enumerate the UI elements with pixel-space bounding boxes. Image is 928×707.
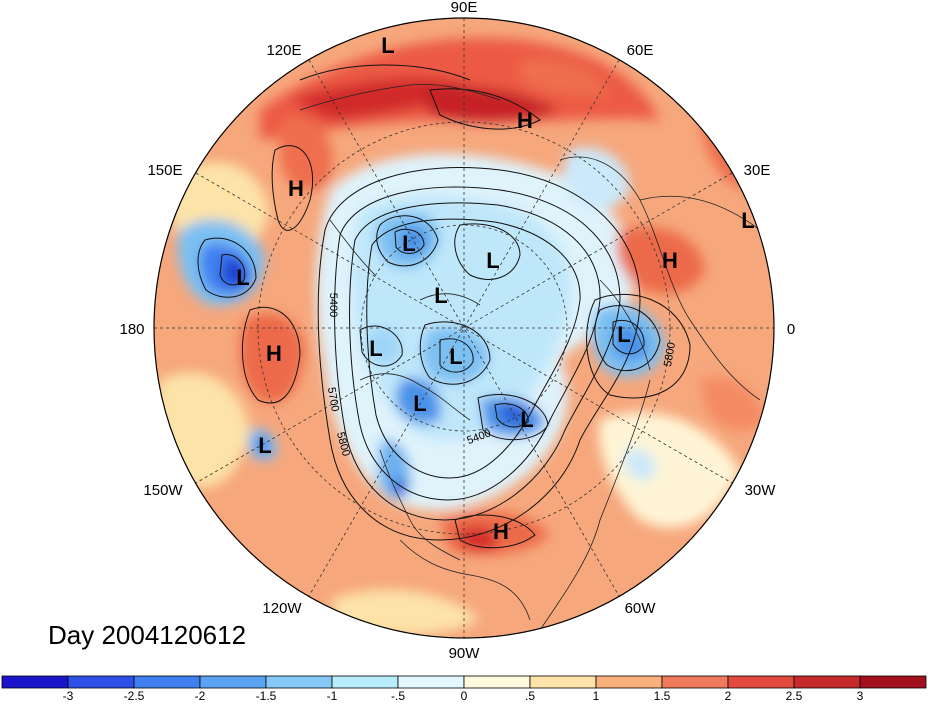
contour-label: 5400 <box>327 293 339 317</box>
colorbar: -3 -2.5 -2 -1.5 -1 -.5 0 .5 1 1.5 2 2.5 3 <box>1 675 927 703</box>
contour-label: 5800 <box>662 341 678 367</box>
pressure-centers: L H H L L L L L H L H L L L L L H <box>236 33 754 544</box>
high-center-marker: H <box>662 248 678 273</box>
colorbar-tick-label: 3 <box>857 689 864 702</box>
high-center-marker: H <box>288 176 304 201</box>
low-center-marker: L <box>486 248 499 273</box>
lon-label-150w: 150W <box>143 482 183 499</box>
height-contours <box>197 64 691 549</box>
colorbar-swatch <box>331 675 399 689</box>
colorbar-tick-label: 1.5 <box>654 689 671 702</box>
colorbar-swatch <box>859 675 927 689</box>
colorbar-tick-label: -1 <box>327 689 338 702</box>
colorbar-tick-label: -1.5 <box>256 689 277 702</box>
colorbar-tick-label: 2 <box>725 689 732 702</box>
colorbar-tick-label: 1 <box>593 689 600 702</box>
low-center-marker: L <box>741 208 754 233</box>
high-center-marker: H <box>493 519 509 544</box>
colorbar-swatch <box>133 675 201 689</box>
colorbar-tick-label: .5 <box>525 689 535 702</box>
colorbar-swatch <box>1 675 69 689</box>
low-center-marker: L <box>402 231 415 256</box>
low-center-marker: L <box>413 391 426 416</box>
lon-label-60w: 60W <box>625 600 657 617</box>
high-center-marker: H <box>266 341 282 366</box>
colorbar-tick-label: 2.5 <box>786 689 803 702</box>
high-center-marker: H <box>517 108 533 133</box>
lon-label-180: 180 <box>119 321 144 338</box>
colorbar-swatch <box>661 675 729 689</box>
low-center-marker: L <box>236 265 249 290</box>
colorbar-swatch <box>67 675 135 689</box>
low-center-marker: L <box>369 336 382 361</box>
colorbar-tick-label: -2 <box>195 689 206 702</box>
colorbar-swatch <box>463 675 531 689</box>
colorbar-tick-label: -2.5 <box>124 689 145 702</box>
lon-label-150e: 150E <box>147 162 182 179</box>
map-boundary <box>153 17 775 639</box>
colorbar-tick-label: 0 <box>461 689 468 702</box>
colorbar-swatch <box>397 675 465 689</box>
colorbar-swatch <box>199 675 267 689</box>
contour-label: 5700 <box>325 386 341 412</box>
lon-label-30w: 30W <box>745 482 777 499</box>
day-label: Day 2004120612 <box>48 620 246 650</box>
lon-label-30e: 30E <box>744 162 771 179</box>
longitude-labels: 90E 60E 30E 0 30W 60W 90W 120W 150W 180 … <box>119 0 795 662</box>
lon-label-0: 0 <box>787 321 795 338</box>
low-center-marker: L <box>520 407 533 432</box>
lon-label-60e: 60E <box>627 42 654 59</box>
colorbar-swatch <box>793 675 861 689</box>
low-center-marker: L <box>258 433 271 458</box>
graticule <box>154 18 774 638</box>
colorbar-swatch <box>529 675 597 689</box>
colorbar-tick-label: -.5 <box>391 689 405 702</box>
low-center-marker: L <box>381 33 394 58</box>
colorbar-swatch <box>595 675 663 689</box>
coastlines <box>299 84 761 631</box>
low-center-marker: L <box>449 344 462 369</box>
colorbar-tick-label: -3 <box>63 689 74 702</box>
lon-label-90e: 90E <box>451 0 478 16</box>
colorbar-swatch <box>265 675 333 689</box>
lon-label-120e: 120E <box>266 42 301 59</box>
colorbar-swatch <box>727 675 795 689</box>
low-center-marker: L <box>617 322 630 347</box>
low-center-marker: L <box>434 283 447 308</box>
lon-label-120w: 120W <box>262 600 302 617</box>
lon-label-90w: 90W <box>449 645 481 662</box>
